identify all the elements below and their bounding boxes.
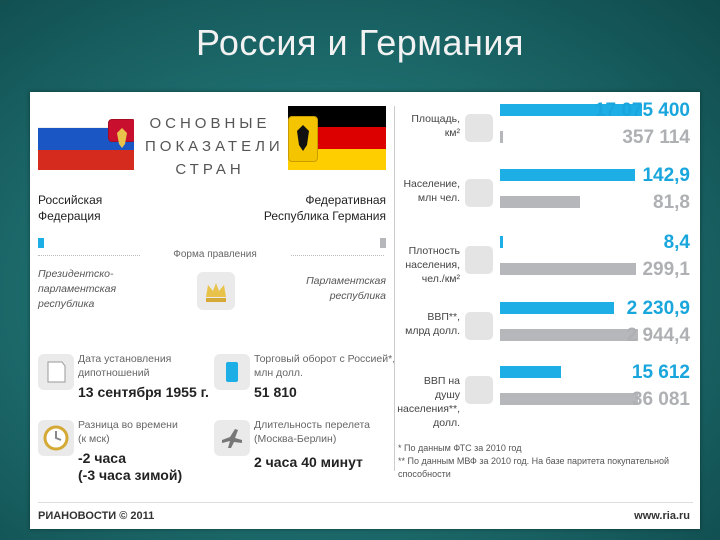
government-label: Форма правления (140, 249, 290, 260)
info-value-line: (-3 часа зимой) (78, 467, 183, 483)
trade-value: 51 810 (254, 384, 297, 400)
area-icon (465, 114, 493, 142)
metric-label-line: Плотность (408, 245, 460, 257)
government-line: парламентская (38, 283, 117, 295)
dollar-person-icon (465, 376, 493, 404)
bar-germany (500, 196, 580, 208)
germany-emblem-icon (288, 116, 318, 162)
info-label-line: Дата установления (78, 353, 172, 365)
metric-label: ВВП**, млрд долл. (396, 310, 460, 338)
infographic-heading: ОСНОВНЫЕ ПОКАЗАТЕЛИ СТРАН (145, 112, 284, 181)
germany-government: Парламентская республика (270, 274, 386, 304)
metric-label-line: ВВП на душу (423, 375, 460, 401)
value-russia: 2 230,9 (626, 298, 690, 319)
info-label-line: (Москва-Берлин) (254, 433, 337, 445)
heading-line: ПОКАЗАТЕЛИ (145, 138, 284, 155)
russia-name-line: Федерация (38, 209, 101, 223)
metric-label: Население, млн чел. (396, 177, 460, 205)
value-germany: 36 081 (631, 389, 690, 410)
value-germany: 299,1 (642, 259, 690, 280)
metric-label-line: населения, (405, 259, 460, 271)
russia-name-line: Российская (38, 193, 103, 207)
heading-line: ОСНОВНЫЕ (149, 115, 271, 132)
bar-germany (500, 263, 637, 275)
metric-label-line: млрд долл. (405, 325, 460, 337)
bar-russia (500, 236, 503, 248)
russia-name: Российская Федерация (38, 192, 102, 224)
info-label-line: млн долл. (254, 367, 303, 379)
brand-logo: РИАНОВОСТИ © 2011 (38, 510, 155, 522)
value-germany: 81,8 (653, 192, 690, 213)
russia-emblem-icon (108, 119, 134, 148)
bar-germany (500, 131, 503, 143)
density-icon (465, 246, 493, 274)
value-russia: 17 075 400 (594, 100, 690, 121)
footnote: ** По данным МВФ за 2010 год. На базе па… (398, 456, 670, 479)
metric-label-line: ВВП**, (427, 311, 460, 323)
germany-marker (380, 238, 386, 248)
slide-title: Россия и Германия (195, 22, 525, 63)
russia-government: Президентско- парламентская республика (38, 267, 116, 312)
time-value: -2 часа (-3 часа зимой) (78, 450, 182, 484)
footnote: * По данным ФТС за 2010 год (398, 443, 522, 453)
info-label-line: (к мск) (78, 433, 110, 445)
time-label: Разница во времени (к мск) (78, 418, 178, 446)
document-icon (38, 354, 74, 390)
value-russia: 142,9 (642, 165, 690, 186)
trade-label: Торговый оборот с Россией*, млн долл. (254, 352, 395, 380)
metric-label-line: млн чел. (417, 192, 460, 204)
infographic-card: ОСНОВНЫЕ ПОКАЗАТЕЛИ СТРАН Российская Фед… (30, 92, 700, 529)
government-line: Парламентская (306, 275, 386, 287)
diplomacy-label: Дата установления дипотношений (78, 352, 171, 380)
value-russia: 8,4 (663, 232, 690, 253)
russia-flag (38, 106, 134, 170)
dollar-icon (465, 312, 493, 340)
diplomacy-value: 13 сентября 1955 г. (78, 384, 209, 400)
metric-label-line: Площадь, км² (411, 113, 460, 139)
column-divider (394, 106, 395, 471)
bar-russia (500, 104, 642, 116)
metric-label-line: населения**, (397, 403, 460, 415)
value-germany: 2 944,4 (626, 325, 690, 346)
germany-name: Федеративная Республика Германия (260, 192, 386, 224)
flight-label: Длительность перелета (Москва-Берлин) (254, 418, 370, 446)
airplane-icon (214, 420, 250, 456)
metric-label: Плотность населения, чел./км² (396, 244, 460, 286)
government-line: республика (38, 298, 95, 310)
bar-germany (500, 393, 638, 405)
bar-russia (500, 302, 614, 314)
russia-marker (38, 238, 44, 248)
info-label-line: Длительность перелета (254, 419, 370, 431)
heading-line: СТРАН (175, 161, 245, 178)
metric-label: Площадь, км² (396, 112, 460, 140)
footer-divider (38, 502, 693, 503)
germany-flag (288, 106, 386, 170)
germany-name-line: Республика Германия (263, 209, 386, 223)
crown-icon (197, 272, 235, 310)
government-line: республика (329, 290, 386, 302)
info-label-line: дипотношений (78, 367, 150, 379)
info-label-line: Разница во времени (78, 419, 178, 431)
source-url: www.ria.ru (634, 510, 690, 522)
metric-label-line: чел./км² (421, 273, 460, 285)
population-icon (465, 179, 493, 207)
government-line: Президентско- (38, 268, 114, 280)
clock-icon (38, 420, 74, 456)
info-label-line: Торговый оборот с Россией*, (254, 353, 396, 365)
bar-russia (500, 169, 635, 181)
bar-germany (500, 329, 638, 341)
germany-name-line: Федеративная (305, 193, 386, 207)
footnotes: * По данным ФТС за 2010 год ** По данным… (398, 442, 698, 481)
metric-label-line: Население, (403, 178, 460, 190)
flight-value: 2 часа 40 минут (254, 454, 363, 470)
value-germany: 357 114 (622, 127, 690, 148)
info-value-line: -2 часа (78, 450, 126, 466)
handshake-icon (214, 354, 250, 390)
metric-label: ВВП на душу населения**, долл. (396, 374, 460, 430)
value-russia: 15 612 (631, 362, 690, 383)
bar-russia (500, 366, 562, 378)
metric-label-line: долл. (433, 417, 460, 429)
